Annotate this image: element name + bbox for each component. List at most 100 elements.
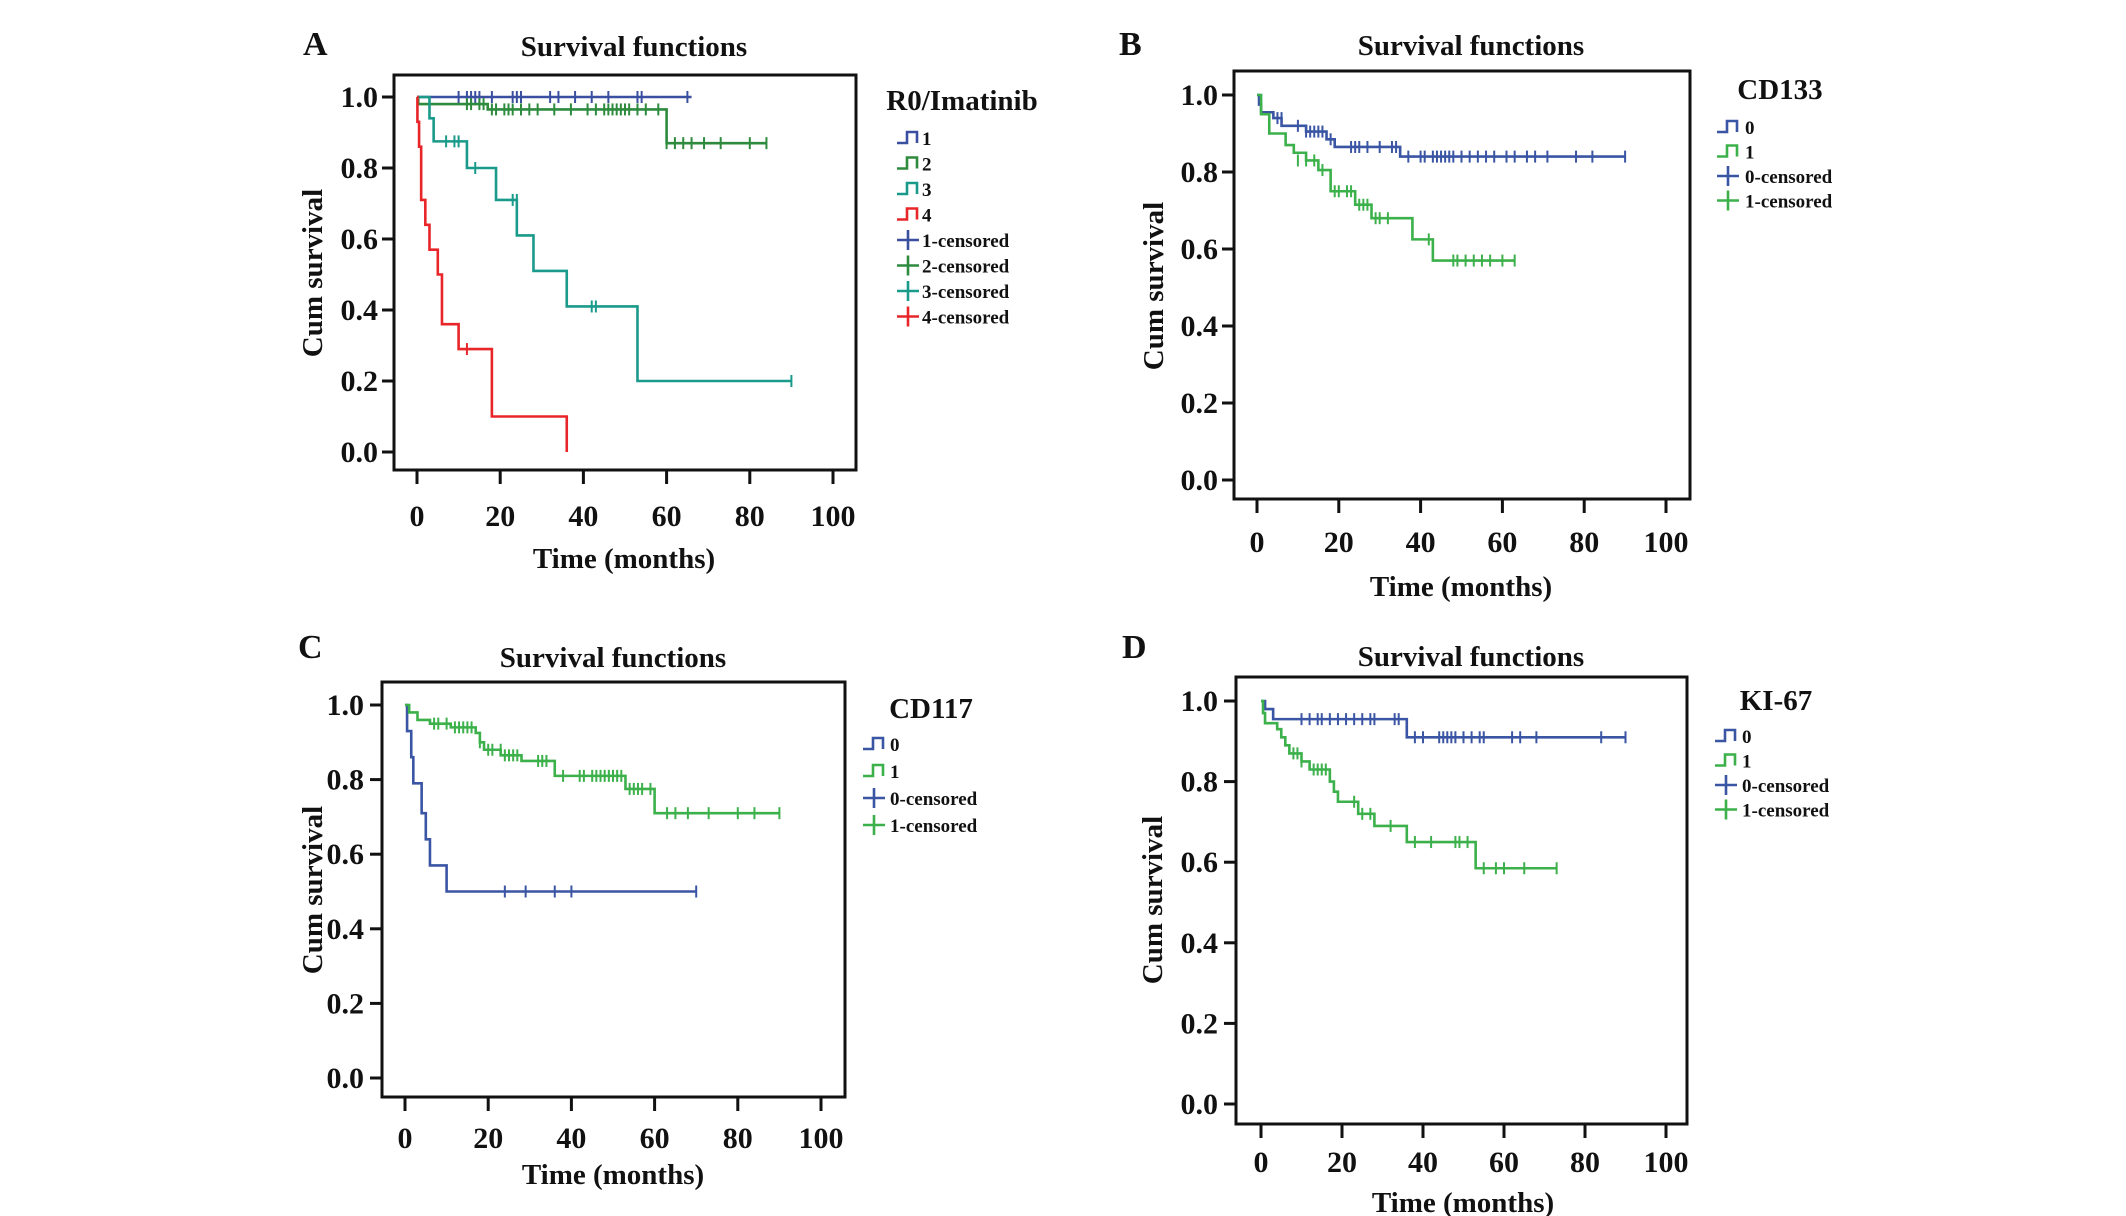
y-axis-label: Cum survival [297,189,329,357]
legend-step-icon [1717,119,1739,134]
legend-item-label: 1 [890,762,900,783]
x-tick-label: 100 [811,500,856,533]
x-tick-label: 20 [1324,526,1354,559]
legend-step-icon [897,207,919,221]
x-tick-label: 60 [1487,526,1517,559]
y-tick-label: 0.8 [1181,766,1219,799]
y-tick-label: 0.0 [327,1062,365,1095]
survival-curve-4 [416,95,569,452]
panel-letter: A [303,26,328,63]
x-tick-label: 20 [1327,1146,1357,1179]
legend-step-icon [897,130,919,145]
legend-step-icon [863,736,885,751]
panel-b: B Survival functions 0.0 0.2 0.4 0.6 0.8 1.0 0 20… [1119,26,1833,603]
y-tick-label: 0.8 [1181,156,1219,189]
x-tick-label: 40 [568,500,598,533]
chart-title: Survival functions [1358,30,1584,62]
legend-item-label: 1-censored [890,816,978,837]
y-tick-label: 0.2 [327,987,365,1020]
x-tick-label: 40 [1408,1146,1438,1179]
y-axis-label: Cum survival [297,806,329,974]
x-tick-label: 0 [1250,526,1265,559]
y-tick-label: 0.6 [1181,233,1219,266]
plot-frame [1232,69,1692,501]
legend-step-icon [897,156,919,170]
x-tick-label: 80 [723,1122,753,1155]
legend-censor-icon [897,255,919,276]
x-tick-label: 20 [473,1122,503,1155]
x-tick-label: 80 [735,500,765,533]
legend-item-label: 1 [922,129,932,150]
legend-censor-icon [1715,799,1737,820]
x-tick-label: 0 [1254,1146,1269,1179]
legend-title: R0/Imatinib [886,85,1037,117]
legend-censor-icon [1715,775,1737,795]
legend-item-label: 2 [922,155,932,176]
x-tick-label: 60 [652,500,682,533]
y-axis-label: Cum survival [1137,816,1169,984]
x-tick-label: 40 [1406,526,1436,559]
y-tick-label: 1.0 [341,81,379,114]
legend-item-label: 1-censored [1742,801,1830,822]
legend-step-icon [897,181,919,196]
x-tick-label: 100 [1644,1146,1689,1179]
chart-title: Survival functions [500,642,726,674]
legend-item-label: 1-censored [922,231,1010,252]
y-tick-label: 0.8 [327,764,365,797]
y-tick-label: 0.6 [327,838,365,871]
legend-item-label: 2-censored [922,257,1010,278]
panel-c: C Survival functions 0.0 0.2 0.4 0.6 0.8 1.0 0 20… [297,629,978,1191]
legend-item-label: 4-censored [922,308,1010,329]
y-tick-label: 1.0 [327,689,365,722]
legend-title: KI-67 [1740,685,1813,717]
chart-title: Survival functions [1358,641,1584,673]
legend-item-label: 3-censored [922,282,1010,303]
y-tick-label: 0.6 [341,223,379,256]
y-tick-label: 0.2 [341,365,379,398]
y-tick-label: 1.0 [1181,79,1219,112]
legend-step-icon [1715,753,1737,767]
legend-item-label: 0 [1745,118,1755,139]
x-tick-label: 100 [1644,526,1689,559]
legend-title: CD117 [889,693,973,725]
legend-item-label: 0 [1742,727,1752,748]
panel-letter: B [1119,26,1142,63]
y-tick-label: 1.0 [1181,685,1219,718]
y-axis-label: Cum survival [1138,202,1170,370]
panel-letter: C [298,629,323,666]
panel-a: A Survival functions 0.0 0.2 0.4 0.6 0.8 1.0 0 20… [297,26,1038,575]
x-axis-label: Time (months) [533,543,715,575]
y-tick-label: 0.4 [1181,310,1219,343]
survival-curve-3 [417,95,792,383]
legend-censor-icon [1717,166,1739,186]
legend-censor-icon [863,815,885,835]
x-tick-label: 80 [1569,526,1599,559]
panel-letter: D [1122,629,1147,666]
x-tick-label: 0 [410,500,425,533]
legend-item-label: 0 [890,735,900,756]
y-tick-label: 0.2 [1181,387,1219,420]
y-tick-label: 0.8 [341,152,379,185]
y-tick-label: 0.4 [327,913,365,946]
x-axis-label: Time (months) [1372,1187,1554,1216]
legend-step-icon [863,763,885,778]
plot-frame [380,680,847,1099]
legend-item-label: 0-censored [1742,776,1830,797]
legend-step-icon [1717,144,1739,158]
x-tick-label: 0 [398,1122,413,1155]
x-axis-label: Time (months) [1370,571,1552,603]
x-tick-label: 20 [485,500,515,533]
legend-censor-icon [863,788,885,808]
y-tick-label: 0.0 [1181,1088,1219,1121]
legend-item-label: 1 [1745,143,1755,164]
y-tick-label: 0.0 [1181,464,1219,497]
y-tick-label: 0.6 [1181,846,1219,879]
x-tick-label: 80 [1570,1146,1600,1179]
x-tick-label: 100 [799,1122,844,1155]
x-axis-label: Time (months) [522,1159,704,1191]
y-tick-label: 0.4 [1181,927,1219,960]
legend-item-label: 1 [1742,752,1752,773]
y-tick-label: 0.4 [341,294,379,327]
legend-item-label: 1-censored [1745,192,1833,213]
survival-curve-1 [1261,699,1557,870]
